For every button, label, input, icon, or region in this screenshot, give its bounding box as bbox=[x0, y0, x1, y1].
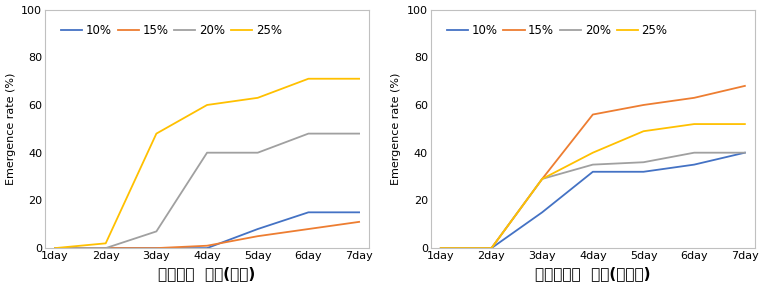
25% bbox=[253, 96, 262, 100]
20% bbox=[689, 151, 699, 154]
25% bbox=[355, 77, 364, 80]
15% bbox=[436, 246, 445, 250]
10% bbox=[355, 211, 364, 214]
10% bbox=[152, 246, 161, 250]
Line: 20%: 20% bbox=[440, 153, 745, 248]
25% bbox=[538, 177, 547, 181]
20% bbox=[202, 151, 211, 154]
25% bbox=[304, 77, 313, 80]
Legend: 10%, 15%, 20%, 25%: 10%, 15%, 20%, 25% bbox=[443, 20, 671, 40]
Y-axis label: Emergence rate (%): Emergence rate (%) bbox=[391, 73, 401, 185]
20% bbox=[304, 132, 313, 135]
25% bbox=[101, 242, 110, 245]
10% bbox=[639, 170, 648, 174]
15% bbox=[152, 246, 161, 250]
20% bbox=[51, 246, 60, 250]
25% bbox=[202, 103, 211, 107]
20% bbox=[487, 246, 496, 250]
15% bbox=[689, 96, 699, 100]
10% bbox=[304, 211, 313, 214]
20% bbox=[355, 132, 364, 135]
15% bbox=[253, 234, 262, 238]
15% bbox=[304, 227, 313, 231]
15% bbox=[639, 103, 648, 107]
Y-axis label: Emergence rate (%): Emergence rate (%) bbox=[5, 73, 15, 185]
Line: 10%: 10% bbox=[55, 212, 359, 248]
20% bbox=[588, 163, 597, 166]
25% bbox=[588, 151, 597, 154]
10% bbox=[588, 170, 597, 174]
X-axis label: 본원포장  토양(양토): 본원포장 토양(양토) bbox=[159, 266, 256, 282]
15% bbox=[487, 246, 496, 250]
10% bbox=[202, 246, 211, 250]
20% bbox=[639, 160, 648, 164]
Legend: 10%, 15%, 20%, 25%: 10%, 15%, 20%, 25% bbox=[57, 20, 285, 40]
10% bbox=[487, 246, 496, 250]
10% bbox=[101, 246, 110, 250]
15% bbox=[588, 113, 597, 116]
10% bbox=[436, 246, 445, 250]
25% bbox=[639, 129, 648, 133]
Line: 10%: 10% bbox=[440, 153, 745, 248]
Line: 25%: 25% bbox=[55, 79, 359, 248]
15% bbox=[538, 177, 547, 181]
25% bbox=[51, 246, 60, 250]
X-axis label: 새만금포장  토양(사양토): 새만금포장 토양(사양토) bbox=[535, 266, 650, 282]
20% bbox=[152, 230, 161, 233]
15% bbox=[740, 84, 749, 88]
10% bbox=[51, 246, 60, 250]
Line: 15%: 15% bbox=[55, 222, 359, 248]
10% bbox=[253, 227, 262, 231]
20% bbox=[740, 151, 749, 154]
15% bbox=[202, 244, 211, 247]
25% bbox=[689, 122, 699, 126]
25% bbox=[436, 246, 445, 250]
10% bbox=[538, 211, 547, 214]
25% bbox=[740, 122, 749, 126]
20% bbox=[253, 151, 262, 154]
20% bbox=[538, 177, 547, 181]
10% bbox=[689, 163, 699, 166]
10% bbox=[740, 151, 749, 154]
15% bbox=[51, 246, 60, 250]
25% bbox=[487, 246, 496, 250]
20% bbox=[436, 246, 445, 250]
15% bbox=[355, 220, 364, 224]
Line: 25%: 25% bbox=[440, 124, 745, 248]
25% bbox=[152, 132, 161, 135]
15% bbox=[101, 246, 110, 250]
Line: 20%: 20% bbox=[55, 134, 359, 248]
Line: 15%: 15% bbox=[440, 86, 745, 248]
20% bbox=[101, 246, 110, 250]
